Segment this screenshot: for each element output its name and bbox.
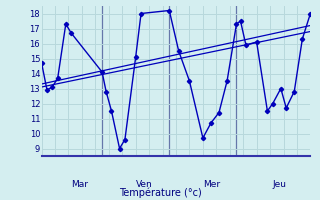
Text: Jeu: Jeu bbox=[273, 180, 287, 189]
Text: Température (°c): Température (°c) bbox=[119, 188, 201, 198]
Text: Mar: Mar bbox=[71, 180, 88, 189]
Text: Ven: Ven bbox=[136, 180, 152, 189]
Text: Mer: Mer bbox=[203, 180, 220, 189]
